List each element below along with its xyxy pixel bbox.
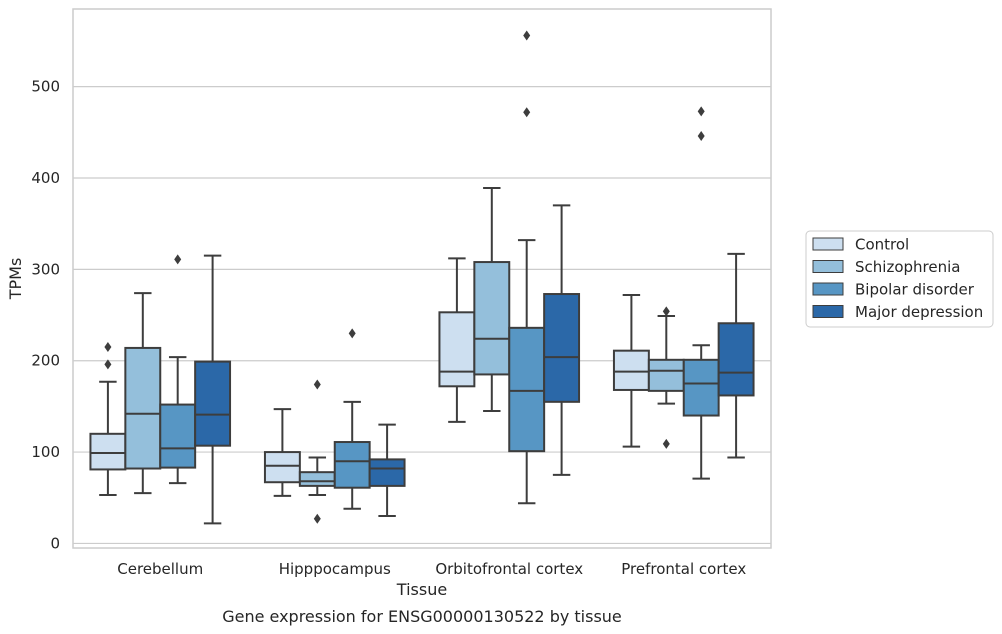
box-iqr (473, 261, 511, 376)
box-iqr (543, 293, 581, 403)
legend-frame (805, 230, 994, 328)
box-group (473, 187, 511, 412)
y-tick-label: 200 (31, 352, 60, 370)
box-iqr (717, 322, 755, 397)
y-tick-label: 0 (50, 534, 60, 552)
outlier-point (313, 513, 321, 524)
legend: Control Schizophrenia Bipolar disorder Majo… (805, 230, 994, 328)
box-group (682, 106, 720, 480)
y-tick-label: 300 (31, 260, 60, 278)
outlier-point (697, 106, 705, 117)
outlier-point (523, 30, 531, 41)
box-iqr (194, 360, 232, 447)
legend-swatch (812, 237, 844, 251)
box-iqr (124, 346, 162, 470)
chart-title: Gene expression for ENSG00000130522 by t… (222, 607, 622, 626)
outlier-point (697, 130, 705, 141)
box-plot-marks (89, 30, 755, 525)
box-iqr (647, 358, 685, 392)
x-tick-label: Cerebellum (117, 560, 203, 578)
box-group (124, 292, 162, 495)
outlier-point (348, 328, 356, 339)
x-tick-label: Orbitofrontal cortex (435, 560, 583, 578)
box-group (543, 204, 581, 476)
y-tick-label: 100 (31, 443, 60, 461)
legend-entry-label: Control (855, 236, 909, 254)
box-iqr (368, 458, 406, 487)
y-axis-label: TPMs (6, 258, 25, 301)
legend-entry-label: Major depression (855, 303, 983, 321)
outlier-point (104, 359, 112, 370)
x-tick-label: Prefrontal cortex (621, 560, 746, 578)
box-group (263, 408, 301, 497)
box-group (438, 257, 476, 423)
box-group (159, 254, 197, 485)
outlier-point (662, 438, 670, 449)
box-iqr (333, 441, 371, 489)
box-iqr (159, 403, 197, 469)
box-iqr (263, 451, 301, 484)
box-group (717, 252, 755, 459)
box-iqr (298, 471, 336, 487)
box-iqr (508, 326, 546, 453)
legend-entry-label: Bipolar disorder (855, 281, 975, 299)
box-group (194, 254, 232, 525)
box-group (89, 342, 127, 497)
x-tick-label: Hipppocampus (279, 560, 391, 578)
plot-frame (72, 8, 772, 549)
outlier-point (174, 254, 182, 265)
y-tick-label: 500 (31, 78, 60, 96)
legend-swatch (812, 282, 844, 296)
y-tick-label: 400 (31, 169, 60, 187)
box-iqr (612, 349, 650, 391)
x-axis-label: Tissue (396, 580, 447, 599)
box-iqr (89, 432, 127, 471)
box-group (647, 306, 685, 449)
box-iqr (682, 358, 720, 417)
legend-swatch (812, 305, 844, 318)
box-group (612, 293, 650, 448)
box-group (508, 30, 546, 505)
box-iqr (438, 311, 476, 388)
legend-swatch (812, 260, 844, 273)
legend-entry-label: Schizophrenia (855, 258, 960, 276)
x-tick-labels: Cerebellum Hipppocampus Orbitofrontal cort… (117, 560, 746, 578)
outlier-point (313, 379, 321, 390)
box-group (368, 423, 406, 518)
outlier-point (662, 306, 670, 317)
outlier-point (523, 107, 531, 118)
box-group (333, 328, 371, 510)
outlier-point (104, 342, 112, 353)
y-tick-labels: 0 100 200 300 400 500 (31, 78, 60, 553)
